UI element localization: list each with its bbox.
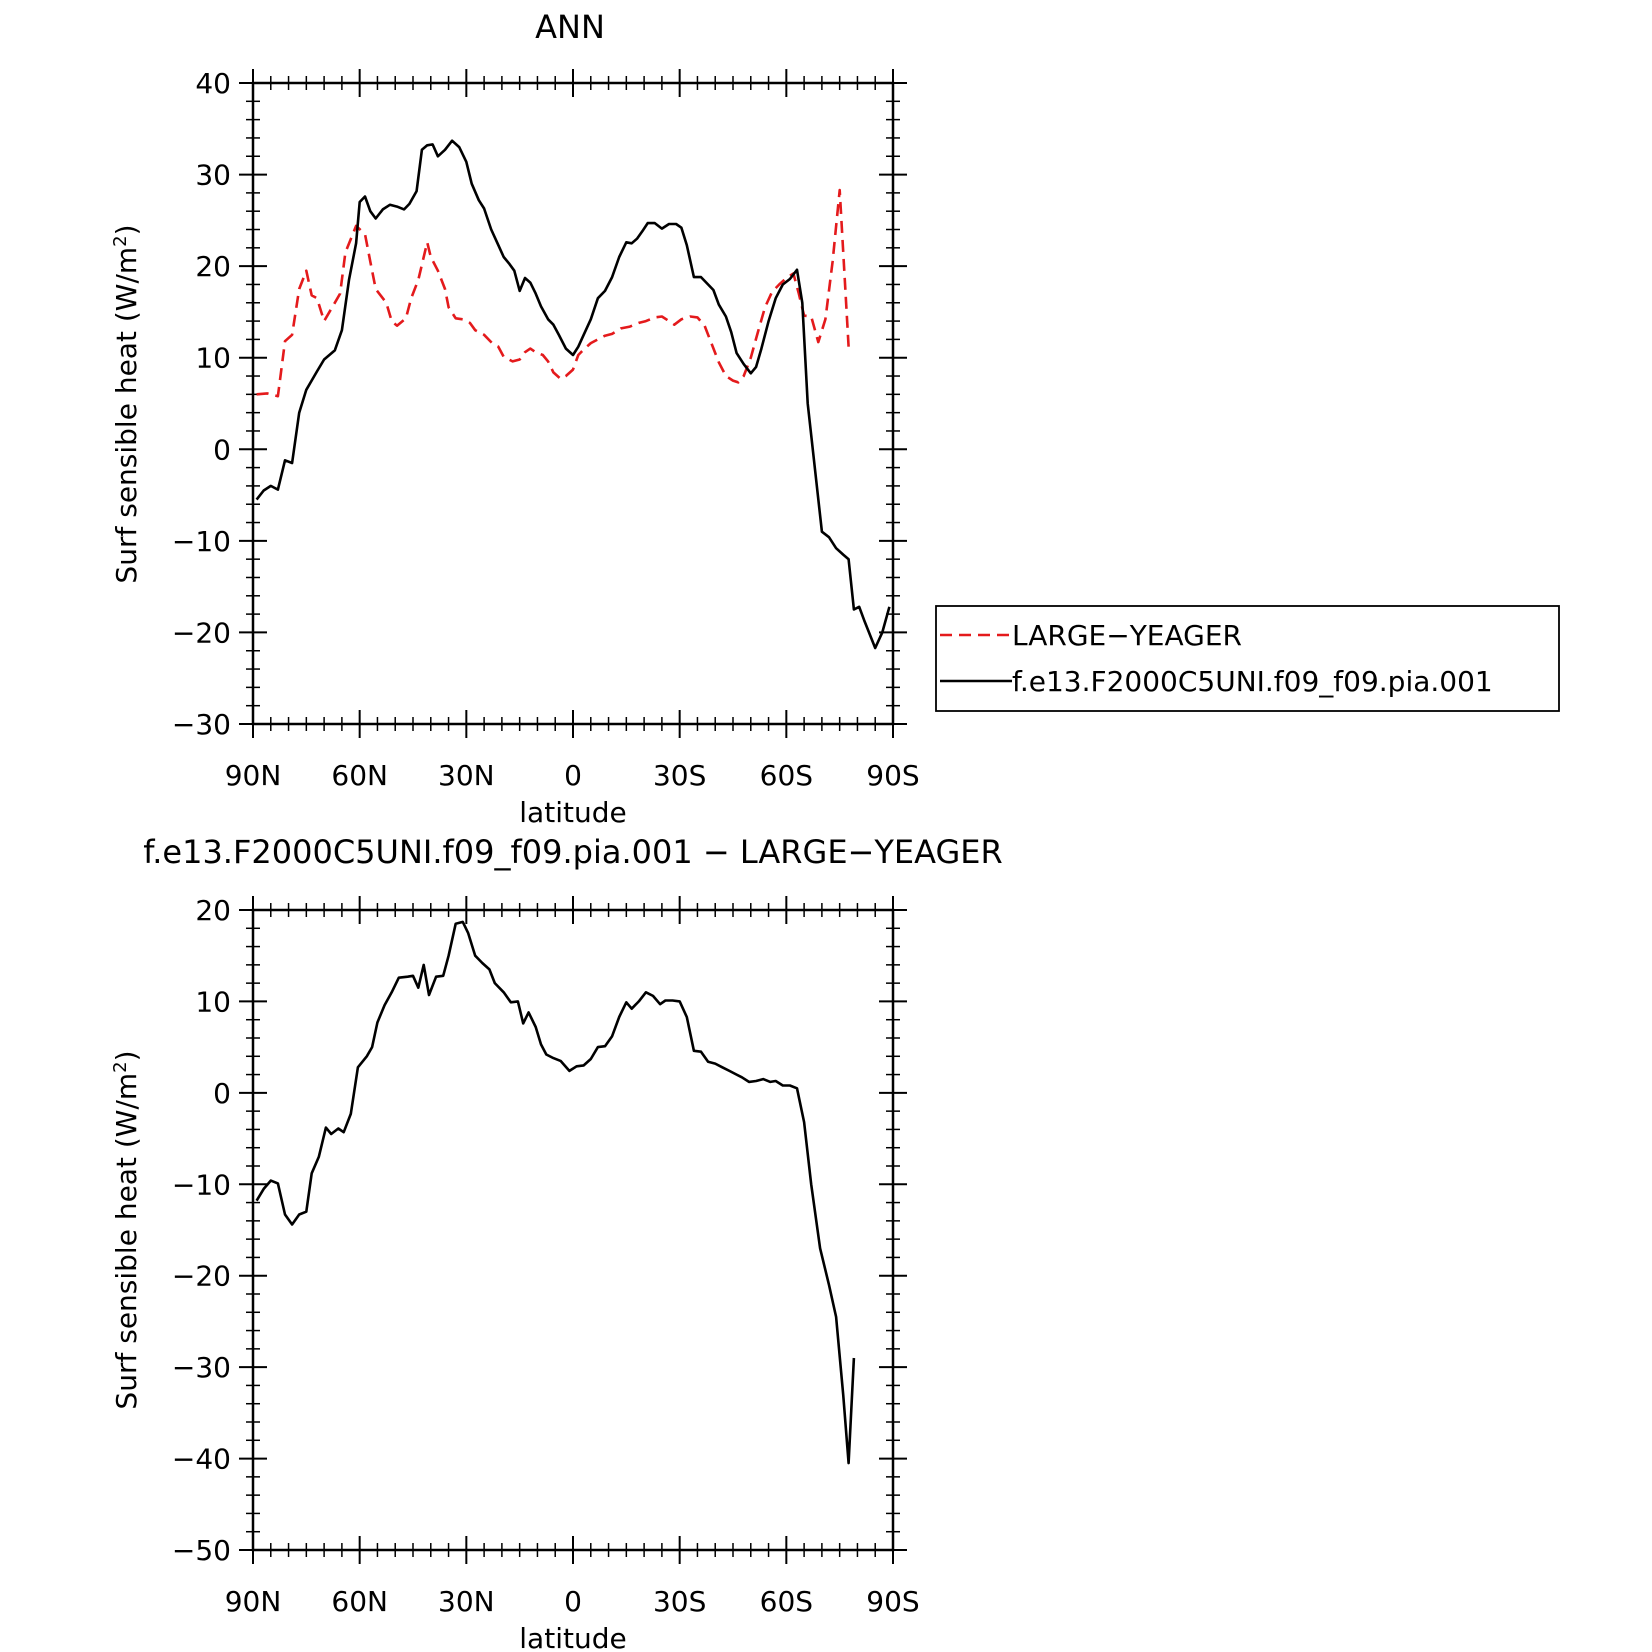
top-series-line-1 (255, 139, 891, 650)
bottom-panel: f.e13.F2000C5UNI.f09_f09.pia.001 − LARGE… (110, 833, 1003, 1652)
bottom-x-tick-label: 60S (760, 1585, 813, 1618)
bottom-x-tick-label: 60N (331, 1585, 388, 1618)
top-y-axis-label-sup: 2 (110, 235, 131, 246)
top-y-axis-label-main: Surf sensible heat (W/m (110, 247, 143, 584)
top-y-tick-label: 0 (213, 433, 231, 466)
legend-label-model: f.e13.F2000C5UNI.f09_f09.pia.001 (1012, 665, 1493, 698)
legend-label-large-yeager: LARGE−YEAGER (1012, 619, 1242, 652)
bottom-x-tick-label: 30N (438, 1585, 495, 1618)
bottom-x-tick-label: 0 (564, 1585, 582, 1618)
top-x-tick-label: 60S (760, 759, 813, 792)
top-x-tick-label: 60N (331, 759, 388, 792)
top-y-axis-label-end: ) (110, 224, 143, 235)
bottom-y-axis-label: Surf sensible heat (W/m2) (110, 1050, 144, 1409)
top-y-tick-label: −10 (172, 525, 231, 558)
top-x-axis-label: latitude (519, 796, 626, 829)
bottom-y-tick-label: −30 (172, 1351, 231, 1384)
legend: LARGE−YEAGER f.e13.F2000C5UNI.f09_f09.pi… (935, 605, 1560, 712)
bottom-x-tick-label: 90S (866, 1585, 919, 1618)
bottom-y-tick-label: −50 (172, 1534, 231, 1567)
top-x-tick-label: 90N (225, 759, 282, 792)
bottom-y-tick-label: −10 (172, 1168, 231, 1201)
bottom-y-tick-label: 10 (195, 985, 231, 1018)
top-x-tick-label: 30N (438, 759, 495, 792)
bottom-plot-frame (251, 908, 895, 1552)
top-plot-frame (251, 81, 895, 726)
bottom-x-tick-labels: 90N 60N 30N 0 30S 60S 90S (225, 1585, 920, 1618)
top-x-tick-labels: 90N 60N 30N 0 30S 60S 90S (225, 759, 920, 792)
bottom-series-group (255, 920, 856, 1465)
top-y-tick-label: −30 (172, 708, 231, 741)
top-y-tick-label: 40 (195, 67, 231, 100)
top-y-tick-label: −20 (172, 616, 231, 649)
bottom-y-axis-label-main: Surf sensible heat (W/m (110, 1073, 143, 1410)
top-x-tick-label: 90S (866, 759, 919, 792)
top-y-tick-label: 10 (195, 342, 231, 375)
bottom-y-tick-label: −40 (172, 1443, 231, 1476)
top-y-tick-labels: −30 −20 −10 0 10 20 30 40 (172, 67, 231, 741)
bottom-y-axis-label-end: ) (110, 1050, 143, 1061)
bottom-series-line-0 (255, 920, 856, 1465)
bottom-x-tick-label: 30S (653, 1585, 706, 1618)
top-chart-title: ANN (535, 8, 605, 46)
top-y-tick-label: 30 (195, 159, 231, 192)
top-y-axis-label: Surf sensible heat (W/m2) (110, 224, 144, 583)
top-series-line-0 (256, 188, 850, 398)
top-y-tick-label: 20 (195, 250, 231, 283)
legend-box (935, 605, 1560, 712)
bottom-x-axis-label: latitude (519, 1622, 626, 1652)
top-x-tick-label: 30S (653, 759, 706, 792)
top-x-tick-label: 0 (564, 759, 582, 792)
bottom-x-tick-label: 90N (225, 1585, 282, 1618)
bottom-chart-title: f.e13.F2000C5UNI.f09_f09.pia.001 − LARGE… (143, 833, 1002, 871)
bottom-y-tick-label: 20 (195, 894, 231, 927)
bottom-y-tick-labels: −50 −40 −30 −20 −10 0 10 20 (172, 894, 231, 1567)
bottom-y-tick-label: 0 (213, 1077, 231, 1110)
bottom-y-axis-label-sup: 2 (110, 1061, 131, 1072)
top-series-group (255, 139, 891, 650)
bottom-y-tick-label: −20 (172, 1260, 231, 1293)
bottom-axis-ticks (239, 896, 907, 1564)
